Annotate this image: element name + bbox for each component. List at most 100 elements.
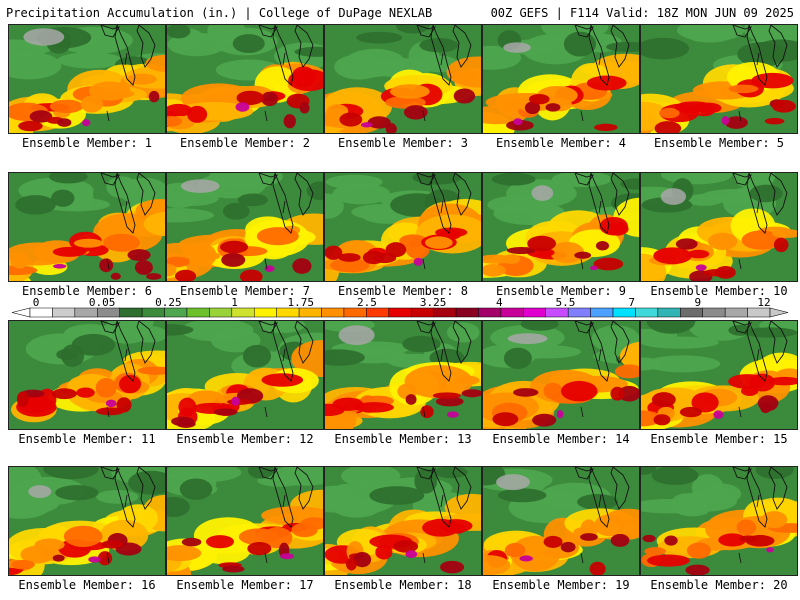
border-line	[106, 52, 128, 122]
precip-area	[53, 263, 67, 269]
ensemble-member-map[interactable]	[8, 172, 166, 282]
colorbar-swatch	[410, 307, 434, 318]
great-lakes-outline	[588, 173, 610, 234]
precip-area	[362, 250, 385, 265]
precip-area	[496, 474, 530, 491]
great-lakes-outline	[430, 467, 452, 528]
precip-area	[695, 264, 707, 271]
precip-area	[563, 31, 597, 57]
ensemble-member-map[interactable]	[166, 24, 324, 134]
precip-area	[677, 491, 737, 512]
precip-area	[506, 120, 534, 131]
precip-area	[694, 102, 722, 114]
ensemble-member-map[interactable]	[640, 172, 798, 282]
precip-area	[134, 260, 153, 275]
colorbar-swatch	[455, 307, 479, 318]
precip-area	[55, 485, 99, 501]
ensemble-member-map[interactable]	[482, 466, 640, 576]
precip-area	[325, 245, 343, 260]
precip-area	[294, 46, 323, 57]
ensemble-member-map[interactable]	[640, 320, 798, 430]
ensemble-member-map[interactable]	[324, 24, 482, 134]
border-line	[738, 200, 760, 270]
great-lakes-outline	[430, 173, 452, 234]
ensemble-member-map[interactable]	[166, 172, 324, 282]
precip-area	[222, 565, 245, 573]
precip-area	[513, 118, 523, 126]
great-lakes-outline	[574, 321, 595, 334]
precip-area	[771, 99, 796, 113]
great-lakes-outline	[732, 173, 753, 186]
colorbar-tick-label: 5.5	[555, 296, 576, 309]
great-lakes-outline	[610, 321, 630, 364]
precip-area	[434, 467, 468, 479]
precip-area	[360, 122, 373, 128]
border-line	[580, 348, 602, 418]
precip-area	[369, 486, 425, 505]
ensemble-member-map[interactable]	[640, 466, 798, 576]
ensemble-member-map[interactable]	[8, 466, 166, 576]
great-lakes-outline	[114, 25, 136, 86]
precip-area	[606, 508, 639, 525]
precip-area	[614, 364, 639, 379]
great-lakes-outline	[100, 321, 121, 334]
ensemble-member-label: Ensemble Member: 17	[176, 578, 314, 592]
ensemble-member-label: Ensemble Member: 7	[179, 284, 311, 298]
precip-area	[237, 193, 268, 207]
precip-area	[99, 258, 114, 273]
ensemble-member-label: Ensemble Member: 16	[18, 578, 156, 592]
ensemble-member-map[interactable]	[482, 24, 640, 134]
ensemble-member-map[interactable]	[482, 172, 640, 282]
great-lakes-outline	[272, 321, 294, 382]
ensemble-member-map[interactable]	[640, 24, 798, 134]
ensemble-member-map[interactable]	[8, 24, 166, 134]
precip-field	[483, 25, 639, 133]
precip-area	[446, 322, 480, 343]
precip-area	[82, 119, 91, 127]
precip-area	[589, 561, 606, 575]
great-lakes-outline	[452, 467, 472, 510]
precip-field	[483, 467, 639, 575]
precip-area	[49, 99, 84, 114]
ensemble-member-map[interactable]	[482, 320, 640, 430]
colorbar-tick-label: 2.5	[356, 296, 377, 309]
precip-area	[413, 257, 423, 266]
great-lakes-outline	[416, 25, 437, 38]
precip-area	[456, 375, 480, 385]
great-lakes-outline	[100, 25, 121, 38]
ensemble-member-map[interactable]	[166, 466, 324, 576]
precip-area	[232, 34, 265, 54]
border-line	[738, 348, 760, 418]
precip-field	[167, 321, 323, 429]
colorbar-swatch	[119, 307, 143, 318]
precip-area	[339, 112, 363, 127]
precip-area	[167, 25, 191, 39]
ensemble-member-map[interactable]	[166, 320, 324, 430]
precip-area	[440, 560, 465, 574]
precip-area	[556, 410, 564, 419]
precip-area	[447, 411, 459, 418]
precip-area	[213, 408, 238, 416]
ensemble-member-map[interactable]	[324, 466, 482, 576]
precip-area	[180, 179, 220, 193]
map-title: Precipitation Accumulation (in.) | Colle…	[6, 6, 433, 20]
ensemble-member-map[interactable]	[8, 320, 166, 430]
precip-field	[167, 173, 323, 281]
ensemble-member-map[interactable]	[324, 320, 482, 430]
colorbar-tick-label: 0.05	[88, 296, 116, 309]
precip-area	[88, 81, 131, 101]
great-lakes-outline	[136, 467, 156, 510]
great-lakes-outline	[294, 321, 314, 364]
ensemble-member-map[interactable]	[324, 172, 482, 282]
precip-field	[325, 321, 481, 429]
great-lakes-outline	[100, 173, 121, 186]
precip-area	[15, 195, 56, 215]
precip-area	[198, 245, 217, 266]
precip-area	[261, 373, 304, 387]
precip-area	[771, 229, 797, 239]
precip-area	[110, 272, 121, 280]
precip-area	[644, 547, 666, 556]
precip-area	[550, 241, 585, 264]
colorbar-tick-label: 4	[495, 296, 503, 309]
precip-area	[664, 535, 678, 546]
